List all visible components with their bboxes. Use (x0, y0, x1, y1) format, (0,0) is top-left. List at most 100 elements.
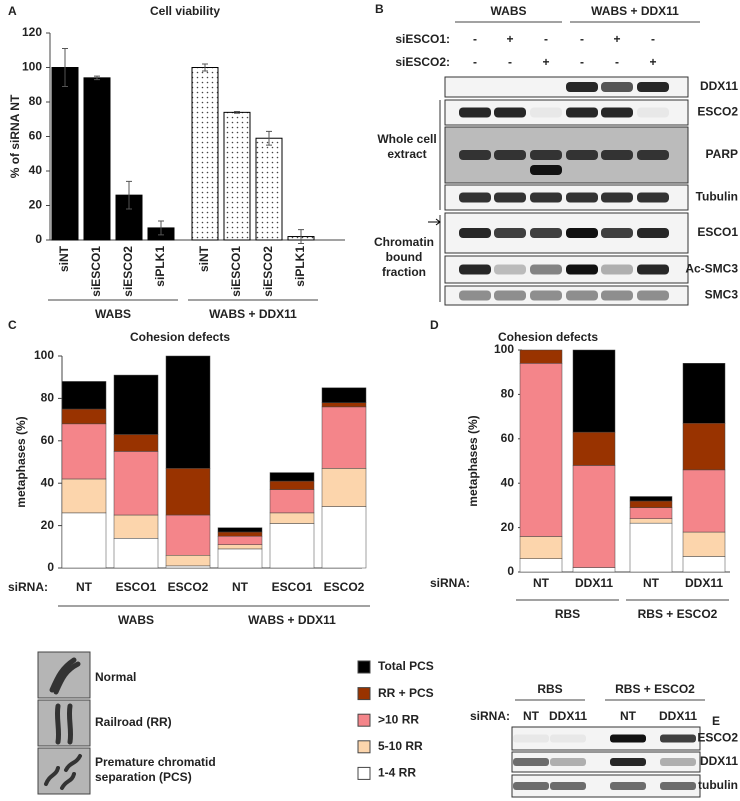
blot-band (637, 82, 669, 92)
group-label: RBS (555, 607, 580, 621)
bar-segment (269, 512, 315, 524)
panel-letter: C (8, 318, 17, 332)
y-tick-label: 80 (41, 391, 55, 405)
chromosome-shape (54, 703, 74, 745)
bar-segment (165, 514, 211, 556)
blot-band (660, 734, 696, 743)
blot-band (530, 150, 562, 160)
band-label: DDX11 (700, 754, 738, 768)
group-label: RBS + ESCO2 (638, 607, 718, 621)
y-tick-label: 120 (22, 25, 42, 39)
bar-segment (321, 387, 367, 403)
lane-mark: - (580, 55, 584, 69)
blot-band (601, 264, 633, 275)
lane-mark: - (580, 32, 584, 46)
x-tick-label: siESCO2 (261, 246, 275, 297)
legend-label: 1-4 RR (378, 766, 416, 780)
bar-segment (217, 535, 263, 545)
y-tick-label: 20 (501, 520, 515, 534)
error-bar (126, 180, 132, 210)
x-tick-label: DDX11 (685, 576, 723, 590)
error-bar (158, 220, 164, 236)
blot-band (530, 165, 562, 175)
blot-band (566, 192, 598, 203)
chart-title: Cohesion defects (130, 330, 230, 344)
bar-segment (629, 507, 673, 519)
bar-segment (321, 468, 367, 507)
bar-segment (269, 480, 315, 490)
x-tick-label: siNT (197, 245, 211, 272)
y-axis-label: metaphases (%) (466, 415, 480, 506)
y-axis-label: % of siRNA NT (8, 94, 22, 178)
x-tick-label: siPLK1 (293, 246, 307, 287)
lane-mark: + (613, 32, 620, 46)
y-tick-label: 80 (29, 94, 43, 108)
blot-band (601, 228, 633, 238)
lane-mark: + (542, 55, 549, 69)
y-tick-label: 60 (41, 433, 55, 447)
error-bar (94, 75, 100, 81)
x-tick-label: DDX11 (575, 576, 613, 590)
legend-label: RR + PCS (378, 686, 434, 700)
blot-band (494, 107, 526, 118)
group-label: WABS (95, 307, 131, 321)
chart-title: Cohesion defects (498, 330, 598, 344)
bar-segment (217, 548, 263, 569)
blot-band (494, 264, 526, 275)
bar-segment (165, 355, 211, 469)
lane-label: DDX11 (659, 709, 697, 723)
band-label: SMC3 (705, 288, 739, 302)
bar-segment (572, 349, 616, 433)
blot-band (566, 264, 598, 275)
blot-band (530, 192, 562, 203)
panel-letter: A (8, 4, 17, 18)
x-tick-label: siNT (57, 245, 71, 272)
blot-band (637, 264, 669, 275)
blot-band (513, 734, 549, 743)
bar-segment (269, 489, 315, 514)
bar-segment (165, 565, 211, 569)
band-label: DDX11 (700, 79, 738, 93)
blot-band (513, 758, 549, 766)
blot-band (610, 758, 646, 766)
bar-segment (519, 536, 563, 559)
blot-band (494, 290, 526, 301)
y-tick-label: 0 (35, 232, 42, 246)
x-tick-label: ESCO1 (116, 580, 157, 594)
bar-segment (682, 556, 726, 573)
chromosome-railroad (37, 699, 91, 747)
blot-band (601, 150, 633, 160)
row-label: siESCO1: (395, 32, 450, 46)
legend-swatch (357, 740, 371, 754)
error-bar (234, 110, 240, 114)
error-bar (266, 130, 272, 146)
row-label: siESCO2: (395, 55, 450, 69)
bar-segment (61, 512, 107, 569)
y-tick-label: 40 (501, 475, 515, 489)
lane-mark: - (615, 55, 619, 69)
blot-band (610, 734, 646, 743)
lane-label: NT (523, 709, 540, 723)
error-bar (202, 63, 208, 72)
blot-band (459, 228, 491, 238)
y-tick-label: 40 (41, 475, 55, 489)
y-tick-label: 0 (507, 564, 514, 578)
bar-segment (572, 465, 616, 568)
panel-letter: B (375, 2, 384, 16)
bar (83, 77, 111, 241)
legend-label: 5-10 RR (378, 739, 423, 753)
blot-band (601, 82, 633, 92)
blot-band (637, 290, 669, 301)
y-tick-label: 80 (501, 387, 515, 401)
bar (191, 67, 219, 241)
lane-mark: - (473, 32, 477, 46)
chromosome-shape (49, 657, 81, 695)
blot-band (459, 107, 491, 118)
legend-swatch (357, 713, 371, 727)
lane-mark: - (544, 32, 548, 46)
bar (223, 111, 251, 241)
bar-segment (165, 468, 211, 516)
bar-segment (61, 478, 107, 514)
